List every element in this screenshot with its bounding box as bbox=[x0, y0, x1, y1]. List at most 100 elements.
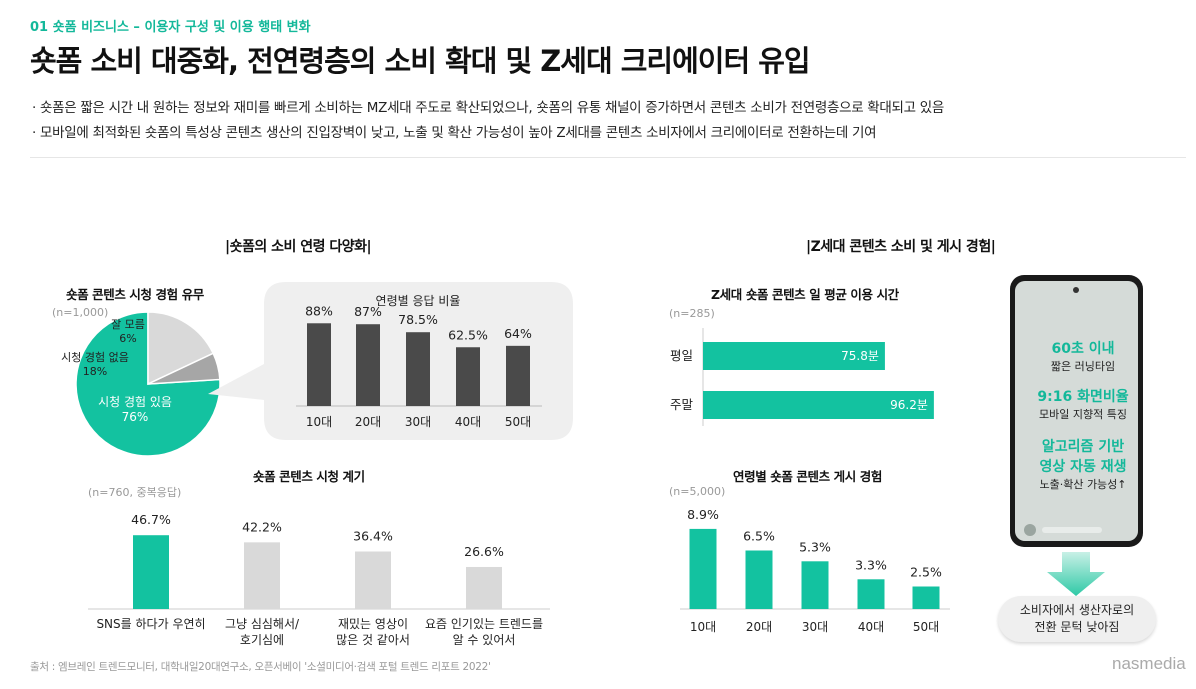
reason-bar-category: 요즘 인기있는 트렌드를 bbox=[425, 617, 543, 631]
age-bar-category: 20대 bbox=[355, 415, 381, 429]
usage-bar bbox=[703, 342, 885, 370]
bullet-item-1: · 숏폼은 짧은 시간 내 원하는 정보와 재미를 빠르게 소비하는 MZ세대 … bbox=[32, 100, 945, 116]
reason-bar-value: 46.7% bbox=[131, 512, 171, 527]
posting-chart-title: 연령별 숏폼 콘텐츠 게시 경험 bbox=[733, 469, 883, 484]
posting-bar-category: 20대 bbox=[746, 620, 772, 634]
right-subtitle: |Z세대 콘텐츠 소비 및 게시 경험| bbox=[806, 239, 996, 255]
feature-1-title: 60초 이내 bbox=[1051, 341, 1115, 357]
pie-chart-note: (n=1,000) bbox=[52, 306, 109, 319]
posting-bar bbox=[801, 561, 829, 609]
profile-caption bbox=[1042, 527, 1102, 533]
reason-bar bbox=[355, 551, 391, 609]
conclusion-pill: 소비자에서 생산자로의 전환 문턱 낮아짐 bbox=[998, 596, 1156, 642]
reason-bar-value: 42.2% bbox=[242, 519, 282, 534]
usage-bar-value: 96.2분 bbox=[890, 398, 928, 412]
usage-time-chart: 75.8분 평일 96.2분 주말 bbox=[670, 328, 934, 426]
pie-label: 시청 경험 있음 bbox=[98, 395, 172, 409]
posting-bar-value: 8.9% bbox=[687, 507, 719, 522]
reason-bar bbox=[466, 566, 502, 609]
phone-camera bbox=[1073, 287, 1079, 293]
posting-bar-value: 2.5% bbox=[910, 565, 942, 580]
posting-bar-category: 50대 bbox=[913, 620, 939, 634]
reason-bar-category: SNS를 하다가 우연히 bbox=[96, 617, 205, 631]
age-bar-category: 50대 bbox=[505, 415, 531, 429]
phone-feature-3: 알고리즘 기반 영상 자동 재생 노출·확산 가능성↑ bbox=[1022, 436, 1144, 492]
age-bar-value: 62.5% bbox=[448, 327, 488, 342]
posting-chart: 8.9% 10대 6.5% 20대 5.3% 30대 3.3% 40대 2.5% 50대 bbox=[680, 507, 950, 634]
reason-bar-category: 호기심에 bbox=[240, 633, 284, 647]
age-bar bbox=[307, 323, 331, 406]
pie-value-label: 76% bbox=[122, 410, 149, 424]
usage-bar-category: 평일 bbox=[670, 348, 693, 363]
age-bar-value: 64% bbox=[504, 326, 532, 341]
feature-3-title-2: 영상 자동 재생 bbox=[1039, 459, 1127, 475]
brand-logo: nasmedia bbox=[1112, 654, 1186, 673]
age-bar bbox=[456, 347, 480, 406]
feature-3-title-1: 알고리즘 기반 bbox=[1041, 439, 1125, 455]
reason-bar-chart: 46.7% SNS를 하다가 우연히 42.2% 그냥 심심해서/호기심에 36.4% 재… bbox=[88, 512, 550, 647]
age-bar-value: 87% bbox=[354, 304, 382, 319]
age-bar bbox=[356, 324, 380, 406]
reason-bar-value: 26.6% bbox=[464, 544, 504, 559]
phone-screen-overlay bbox=[1015, 281, 1138, 541]
pill-line-2: 전환 문턱 낮아짐 bbox=[1034, 620, 1120, 634]
profile-avatar bbox=[1024, 524, 1036, 536]
bullet-list: · 숏폼은 짧은 시간 내 원하는 정보와 재미를 빠르게 소비하는 MZ세대 … bbox=[32, 96, 944, 146]
posting-bar bbox=[745, 550, 773, 609]
posting-bar-value: 3.3% bbox=[855, 557, 887, 572]
age-bar-chart: 88% 10대 87% 20대 78.5% 30대 62.5% 40대 64% 50대 bbox=[296, 303, 542, 429]
feature-2-desc: 모바일 지향적 특징 bbox=[1039, 408, 1127, 421]
reason-bar-category: 재밌는 영상이 bbox=[338, 617, 408, 631]
posting-bar-value: 6.5% bbox=[743, 529, 775, 544]
reason-chart-note: (n=760, 중복응답) bbox=[88, 486, 182, 499]
reason-bar-category: 많은 것 같아서 bbox=[336, 633, 410, 647]
age-bar bbox=[506, 345, 530, 406]
pie-label: 잘 모름 bbox=[111, 318, 145, 331]
usage-bar bbox=[703, 391, 934, 419]
reason-bar-category: 그냥 심심해서/ bbox=[225, 617, 300, 631]
feature-2-title: 9:16 화면비율 bbox=[1037, 389, 1129, 405]
phone-screen bbox=[1015, 281, 1138, 541]
bubble-title: 연령별 응답 비율 bbox=[376, 294, 461, 308]
reason-bar bbox=[133, 535, 169, 609]
reason-bar-category: 알 수 있어서 bbox=[453, 633, 516, 647]
phone-mockup bbox=[1010, 275, 1143, 547]
phone-feature-1: 60초 이내 짧은 러닝타임 bbox=[1022, 338, 1144, 374]
page-title: 숏폼 소비 대중화, 전연령층의 소비 확대 및 Z세대 크리에이터 유입 bbox=[30, 44, 811, 78]
age-bar-category: 30대 bbox=[405, 415, 431, 429]
age-bar-value: 78.5% bbox=[398, 312, 438, 327]
pie-slice bbox=[147, 311, 215, 386]
bubble: 연령별 응답 비율 bbox=[208, 282, 573, 440]
posting-bar bbox=[857, 579, 885, 609]
phone-feature-2: 9:16 화면비율 모바일 지향적 특징 bbox=[1022, 386, 1144, 422]
posting-bar bbox=[689, 528, 717, 609]
pie-slice bbox=[147, 352, 221, 385]
posting-bar-category: 40대 bbox=[858, 620, 884, 634]
pie-value-label: 6% bbox=[119, 332, 136, 345]
usage-bar-value: 75.8분 bbox=[841, 349, 879, 363]
divider bbox=[30, 157, 1186, 158]
posting-bar-category: 10대 bbox=[690, 620, 716, 634]
feature-1-desc: 짧은 러닝타임 bbox=[1050, 360, 1116, 373]
age-bar-category: 10대 bbox=[306, 415, 332, 429]
posting-bar-value: 5.3% bbox=[799, 539, 831, 554]
pie-chart-title: 숏폼 콘텐츠 시청 경험 유무 bbox=[66, 287, 204, 302]
down-arrow-icon bbox=[1047, 552, 1105, 596]
bullet-item-2: · 모바일에 최적화된 숏폼의 특성상 콘텐츠 생산의 진입장벽이 낮고, 노출… bbox=[32, 125, 877, 141]
age-bar bbox=[406, 332, 430, 406]
reason-bar-value: 36.4% bbox=[353, 528, 393, 543]
reason-bar bbox=[244, 542, 280, 609]
posting-chart-note: (n=5,000) bbox=[669, 485, 726, 498]
age-bar-value: 88% bbox=[305, 303, 333, 318]
usage-chart-title: Z세대 숏폼 콘텐츠 일 평균 이용 시간 bbox=[711, 287, 899, 302]
pie-label: 시청 경험 없음 bbox=[61, 351, 129, 364]
pill-line-1: 소비자에서 생산자로의 bbox=[1019, 603, 1135, 617]
left-subtitle: |숏폼의 소비 연령 다양화| bbox=[225, 239, 372, 255]
section-label: 01 숏폼 비즈니스 – 이용자 구성 및 이용 행태 변화 bbox=[30, 20, 311, 35]
usage-bar-category: 주말 bbox=[670, 397, 694, 412]
usage-chart-note: (n=285) bbox=[669, 307, 715, 320]
age-bar-category: 40대 bbox=[455, 415, 481, 429]
source-note: 출처 : 엠브레인 트렌드모니터, 대학내일20대연구소, 오픈서베이 '소셜미… bbox=[30, 661, 491, 673]
